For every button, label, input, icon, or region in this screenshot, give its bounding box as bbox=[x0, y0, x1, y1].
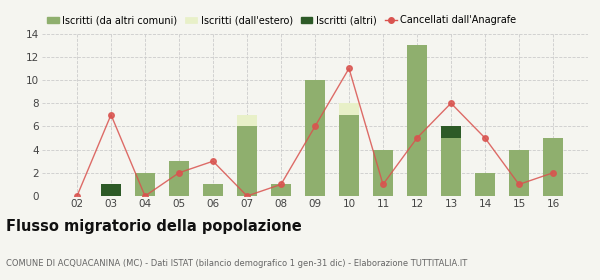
Bar bbox=[543, 138, 563, 196]
Bar bbox=[475, 173, 495, 196]
Bar bbox=[373, 150, 393, 196]
Legend: Iscritti (da altri comuni), Iscritti (dall'estero), Iscritti (altri), Cancellati: Iscritti (da altri comuni), Iscritti (da… bbox=[47, 15, 517, 25]
Text: COMUNE DI ACQUACANINA (MC) - Dati ISTAT (bilancio demografico 1 gen-31 dic) - El: COMUNE DI ACQUACANINA (MC) - Dati ISTAT … bbox=[6, 259, 467, 268]
Bar bbox=[101, 185, 121, 196]
Text: Flusso migratorio della popolazione: Flusso migratorio della popolazione bbox=[6, 219, 302, 234]
Bar bbox=[339, 115, 359, 196]
Bar bbox=[441, 138, 461, 196]
Bar bbox=[237, 126, 257, 196]
Bar bbox=[339, 103, 359, 115]
Bar bbox=[271, 185, 291, 196]
Bar bbox=[509, 150, 529, 196]
Bar bbox=[203, 185, 223, 196]
Bar bbox=[407, 45, 427, 196]
Bar bbox=[169, 161, 189, 196]
Bar bbox=[237, 115, 257, 126]
Bar bbox=[305, 80, 325, 196]
Bar bbox=[135, 173, 155, 196]
Bar bbox=[441, 126, 461, 138]
